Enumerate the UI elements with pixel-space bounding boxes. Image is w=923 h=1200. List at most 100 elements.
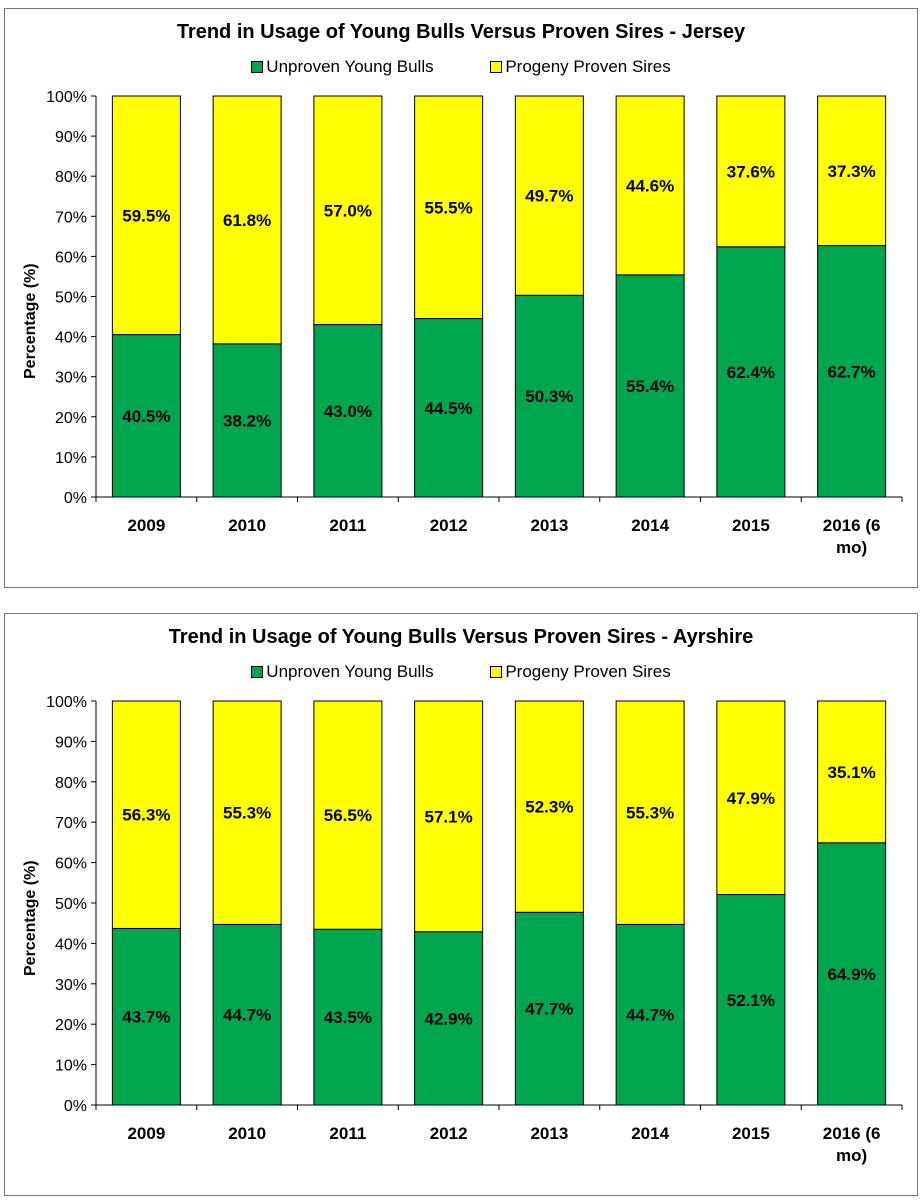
data-label: 55.3%	[626, 804, 674, 823]
x-tick-label: 2010	[228, 1124, 266, 1143]
y-tick-label: 100%	[46, 89, 87, 106]
data-label: 44.7%	[626, 1006, 674, 1025]
bar-segment-proven-sires	[716, 95, 786, 248]
bar-segment-proven-sires	[514, 95, 584, 296]
x-tick-label: 2009	[127, 1124, 165, 1143]
legend-item-young-bulls: Unproven Young Bulls	[251, 662, 434, 682]
y-tick-label: 10%	[55, 1058, 87, 1075]
ayrshire-plot-area: 0% 10% 20% 30% 40% 50% 60% 70% 80% 90% 100% 43.7% 56…	[46, 694, 903, 1165]
jersey-chart-panel: Trend in Usage of Young Bulls Versus Pro…	[4, 8, 918, 588]
data-label: 49.7%	[525, 187, 573, 206]
chart-title: Trend in Usage of Young Bulls Versus Pro…	[176, 21, 746, 43]
data-label: 42.9%	[425, 1009, 473, 1028]
bar-segment-young-bulls	[111, 334, 181, 498]
x-tick-label: 2014	[631, 1124, 669, 1143]
data-label: 56.3%	[122, 806, 170, 825]
legend-label: Unproven Young Bulls	[266, 662, 434, 681]
y-tick-label: 10%	[55, 450, 87, 467]
bar-segment-proven-sires	[716, 700, 786, 896]
bar-segment-proven-sires	[212, 95, 282, 345]
legend-item-proven-sires: Progeny Proven Sires	[490, 662, 671, 682]
bar-segment-young-bulls	[313, 928, 383, 1106]
y-tick-label: 40%	[55, 330, 87, 347]
bar-segment-young-bulls	[716, 246, 786, 498]
bar-segment-young-bulls	[615, 274, 685, 498]
bar-segment-young-bulls	[313, 324, 383, 498]
legend-swatch-yellow	[490, 665, 503, 678]
data-label: 52.1%	[727, 991, 775, 1010]
data-label: 37.6%	[727, 162, 775, 181]
x-tick-label: 2013	[530, 516, 568, 535]
y-tick-label: 0%	[64, 490, 87, 507]
data-label: 61.8%	[223, 211, 271, 230]
y-tick-label: 30%	[55, 977, 87, 994]
x-tick-label: 2013	[530, 1124, 568, 1143]
y-tick-label: 90%	[55, 129, 87, 146]
y-tick-label: 90%	[55, 734, 87, 751]
chart-title: Trend in Usage of Young Bulls Versus Pro…	[168, 626, 754, 648]
x-tick-label: 2012	[430, 1124, 468, 1143]
bar-segment-young-bulls	[414, 931, 484, 1106]
bar-segment-young-bulls	[514, 911, 584, 1106]
bar-segment-proven-sires	[615, 700, 685, 925]
legend-item-proven-sires: Progeny Proven Sires	[490, 57, 671, 77]
data-label: 64.9%	[828, 965, 876, 984]
y-tick-label: 40%	[55, 936, 87, 953]
data-label: 43.0%	[324, 402, 372, 421]
x-tick-label: 2009	[127, 516, 165, 535]
bar-segment-proven-sires	[313, 700, 383, 930]
x-tick-label: mo)	[836, 1146, 867, 1165]
bar-segment-young-bulls	[414, 318, 484, 498]
bar-segment-proven-sires	[615, 95, 685, 276]
bar-segment-proven-sires	[111, 700, 181, 929]
bar-segment-proven-sires	[414, 700, 484, 933]
data-label: 52.3%	[525, 798, 573, 817]
legend-label: Progeny Proven Sires	[505, 662, 671, 681]
legend-swatch-yellow	[490, 60, 503, 73]
x-tick-label: 2016 (6	[823, 1124, 881, 1143]
bar-segment-proven-sires	[313, 95, 383, 326]
legend-label: Unproven Young Bulls	[266, 57, 434, 76]
bar-segment-proven-sires	[414, 95, 484, 320]
data-label: 55.5%	[425, 198, 473, 217]
bar-segment-young-bulls	[716, 894, 786, 1106]
y-tick-label: 70%	[55, 209, 87, 226]
bar-segment-young-bulls	[111, 927, 181, 1106]
bar-segment-young-bulls	[212, 343, 282, 498]
y-tick-label: 100%	[46, 694, 87, 711]
bar-segment-proven-sires	[817, 95, 887, 247]
y-tick-label: 60%	[55, 856, 87, 873]
x-tick-label: 2011	[329, 1124, 366, 1143]
y-tick-label: 20%	[55, 1017, 87, 1034]
y-tick-label: 20%	[55, 410, 87, 427]
bar-segment-young-bulls	[615, 923, 685, 1106]
data-label: 55.4%	[626, 377, 674, 396]
data-label: 43.7%	[122, 1008, 170, 1027]
legend-swatch-green	[251, 60, 264, 73]
x-tick-label: 2011	[329, 516, 366, 535]
data-label: 44.6%	[626, 176, 674, 195]
data-label: 62.7%	[828, 362, 876, 381]
data-label: 43.5%	[324, 1008, 372, 1027]
bar-segment-young-bulls	[817, 245, 887, 498]
x-tick-label: 2015	[732, 1124, 770, 1143]
y-tick-label: 50%	[55, 290, 87, 307]
x-tick-label: 2014	[631, 516, 669, 535]
data-label: 50.3%	[525, 387, 573, 406]
data-label: 62.4%	[727, 363, 775, 382]
bar-segment-young-bulls	[817, 842, 887, 1106]
data-label: 40.5%	[122, 407, 170, 426]
data-label: 35.1%	[828, 763, 876, 782]
x-tick-label: mo)	[836, 538, 867, 557]
x-tick-label: 2016 (6	[823, 516, 881, 535]
x-tick-label: 2015	[732, 516, 770, 535]
data-label: 59.5%	[122, 206, 170, 225]
y-tick-label: 70%	[55, 815, 87, 832]
legend: Unproven Young Bulls Progeny Proven Sire…	[5, 57, 917, 77]
ayrshire-chart-panel: Trend in Usage of Young Bulls Versus Pro…	[4, 613, 918, 1196]
y-tick-label: 80%	[55, 169, 87, 186]
y-tick-label: 50%	[55, 896, 87, 913]
jersey-plot-area: 0% 10% 20% 30% 40% 50% 60% 70% 80% 90% 100% 40.5% 59…	[46, 89, 903, 557]
x-tick-label: 2010	[228, 516, 266, 535]
legend-item-young-bulls: Unproven Young Bulls	[251, 57, 434, 77]
